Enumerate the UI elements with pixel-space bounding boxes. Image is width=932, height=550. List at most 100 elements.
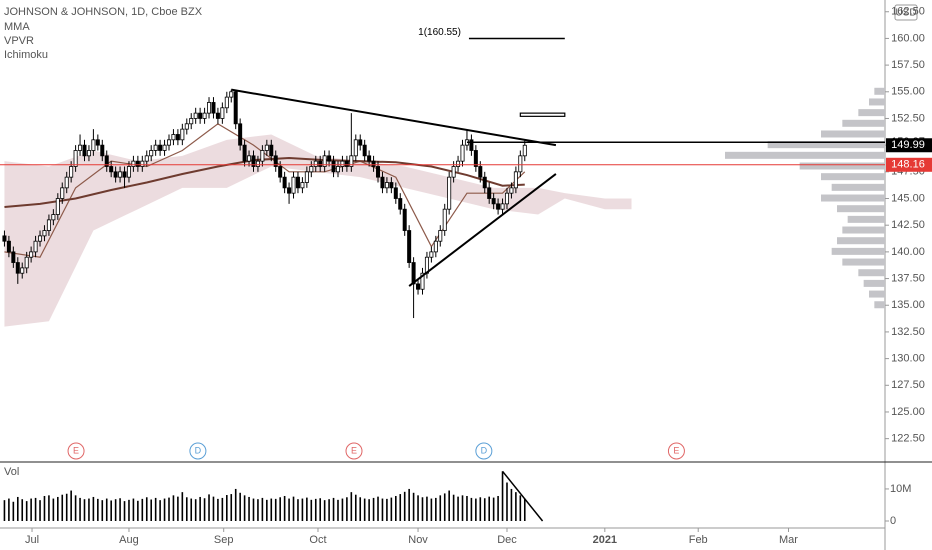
- candle-body: [233, 91, 238, 125]
- y-tick-label: 0: [890, 515, 896, 527]
- y-tick-label: 152.50: [891, 112, 925, 124]
- volume-bar: [488, 496, 490, 521]
- candle-body: [153, 144, 158, 151]
- volume-bar: [390, 497, 393, 521]
- candle-body: [264, 144, 269, 151]
- volume-bar: [341, 498, 344, 521]
- volume-bar: [470, 497, 473, 521]
- candle-body: [131, 160, 136, 167]
- candle-body: [158, 144, 163, 151]
- candle-body: [193, 112, 198, 119]
- candle-body: [287, 187, 292, 194]
- volume-bar: [306, 497, 308, 521]
- candle-body: [389, 182, 394, 189]
- candle-body: [224, 96, 229, 109]
- candle-body: [118, 171, 123, 178]
- event-marker: [475, 442, 493, 460]
- y-tick-label: 145.00: [891, 192, 925, 204]
- x-tick-label: Aug: [119, 534, 139, 546]
- candle-body: [442, 208, 447, 231]
- candle-body: [229, 91, 234, 98]
- candle-body: [411, 262, 416, 285]
- volume-bar: [492, 497, 495, 521]
- candle-body: [64, 176, 69, 189]
- candle-body: [215, 112, 220, 119]
- volume-bar: [39, 500, 41, 521]
- volume-bar: [368, 499, 370, 521]
- volume-bar: [266, 499, 268, 521]
- candle-body: [291, 176, 296, 194]
- candle-body: [362, 144, 367, 157]
- candle-body: [86, 150, 91, 157]
- candle-body: [255, 160, 260, 167]
- price-label-bg: [886, 157, 932, 172]
- candle-body: [95, 139, 100, 146]
- volume-bar: [194, 499, 197, 521]
- volume-bar: [257, 499, 259, 521]
- candle-body: [211, 102, 216, 114]
- candle-body: [42, 230, 47, 237]
- candle-body: [473, 150, 478, 167]
- volume-bar: [114, 499, 117, 521]
- volume-bar: [159, 500, 161, 521]
- candle-body: [433, 240, 438, 253]
- candle-body: [73, 150, 78, 167]
- candle-body: [300, 182, 305, 189]
- volume-bar: [417, 495, 419, 521]
- volume-bar: [346, 497, 348, 521]
- candle-body: [402, 208, 407, 231]
- volume-bar: [92, 496, 95, 521]
- candle-body: [344, 160, 349, 167]
- candle-body: [309, 166, 314, 173]
- y-tick-label: 140.00: [891, 246, 925, 258]
- volume-bar: [301, 498, 304, 521]
- volume-bar: [261, 497, 264, 521]
- trendline: [231, 88, 557, 147]
- y-tick-label: 135.00: [891, 299, 925, 311]
- candle-body: [295, 176, 300, 189]
- candle-body: [6, 240, 11, 253]
- volume-bar: [426, 496, 428, 521]
- candle-body: [353, 139, 358, 157]
- volume-profile-bar: [831, 247, 885, 255]
- volume-bar: [16, 496, 19, 521]
- candle-body: [416, 283, 421, 290]
- volume-bar: [363, 498, 366, 521]
- volume-label: Vol: [4, 466, 19, 478]
- volume-bar: [310, 499, 313, 521]
- candle-body: [126, 166, 131, 178]
- candle-body: [207, 102, 212, 114]
- event-marker: [67, 442, 85, 460]
- candle-body: [100, 144, 105, 157]
- volume-profile-bar: [869, 290, 885, 298]
- event-label: E: [73, 445, 79, 455]
- volume-bar: [128, 499, 130, 521]
- candle-body: [104, 155, 109, 167]
- volume-bar: [217, 498, 219, 521]
- volume-bar: [52, 498, 55, 521]
- range-box: [519, 112, 566, 117]
- event-marker: [345, 442, 363, 460]
- ichimoku-cloud: [4, 134, 632, 327]
- x-tick-label: Sep: [214, 534, 234, 546]
- volume-bar: [190, 498, 193, 521]
- candle-body: [367, 155, 372, 162]
- volume-bar: [274, 498, 277, 521]
- candle-body: [371, 160, 376, 167]
- candle-body: [202, 112, 207, 119]
- volume-bar: [403, 491, 406, 521]
- candle-body: [478, 166, 483, 178]
- candle-body: [398, 198, 403, 210]
- candle-body: [335, 166, 340, 173]
- volume-profile-bar: [842, 226, 885, 234]
- candle-body: [496, 203, 501, 210]
- volume-bar: [448, 490, 450, 521]
- y-tick-label: 125.00: [891, 406, 925, 418]
- volume-profile-bar: [869, 98, 885, 106]
- candle-body: [162, 144, 167, 151]
- volume-bar: [337, 499, 339, 521]
- volume-bar: [279, 497, 281, 521]
- candle-body: [175, 134, 180, 141]
- volume-bar: [185, 497, 188, 521]
